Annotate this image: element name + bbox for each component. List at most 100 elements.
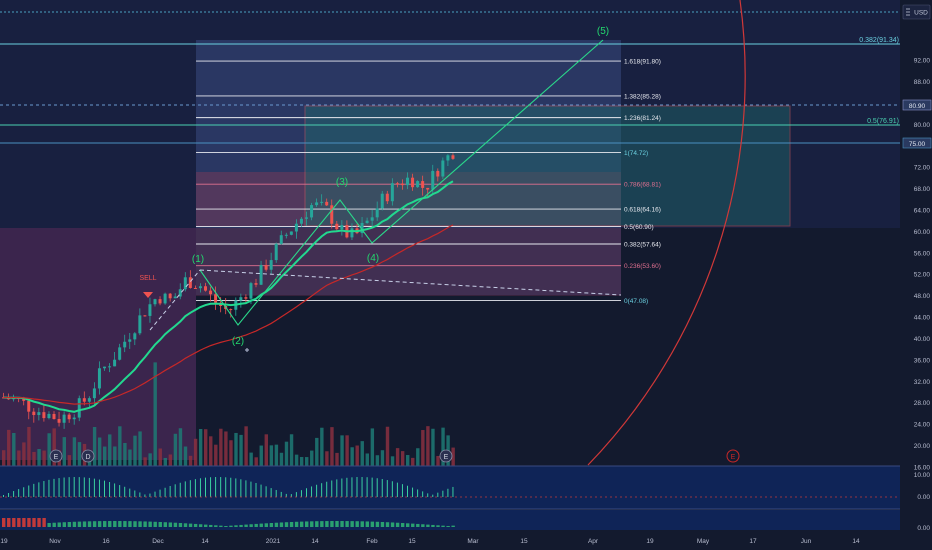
candle-body [22,398,26,401]
dividend-marker[interactable]: D [81,449,95,463]
oscillator-2-bar [254,523,258,527]
target-box [304,105,791,227]
candle-body [128,339,132,342]
oscillator-2-bar [360,521,364,527]
volume-bar [214,444,218,466]
volume-bar [284,441,289,466]
time-tick-label: 2021 [266,538,281,545]
candle-body [153,299,157,305]
candle-body [395,183,399,185]
candle-body [37,412,41,416]
oscillator-2-bar [284,522,289,527]
wave-label-5: (5) [597,26,609,37]
svg-text:USD: USD [914,10,928,17]
volume-bar [72,437,77,466]
oscillator-2-bar [42,518,46,527]
oscillator-2-bar [451,525,455,527]
oscillator-2-bar [390,522,395,527]
volume-bar [193,438,198,466]
volume-bar [294,454,299,466]
volume-bar [204,429,208,466]
volume-bar [138,431,142,466]
fib-level-label: 1.236(81.24) [624,115,661,122]
volume-bar [416,448,420,466]
volume-bar [355,445,359,466]
oscillator-2-bar [239,524,243,527]
volume-bar [17,450,21,466]
oscillator-2-bar [138,521,142,527]
candle-body [82,398,86,402]
currency-selector[interactable]: USD [902,4,931,20]
time-tick-label: Feb [366,538,378,545]
volume-bar [219,428,223,466]
candle-body [426,187,430,190]
oscillator-2-bar [335,521,339,527]
volume-bar [380,450,385,466]
panel-tick: 10.00 0.00 0.00 [914,472,931,532]
oscillator-2-bar [229,525,233,527]
earnings-marker[interactable]: E [49,449,63,463]
oscillator-2-bar [193,523,198,527]
svg-text:80.90: 80.90 [909,103,926,110]
candle-body [32,411,36,416]
fib-level-label: 1(74.72) [624,150,648,157]
candle-body [62,414,66,423]
candle-body [27,400,31,412]
volume-bar [173,433,178,466]
fib-right-05: 0.5(76.91) [867,118,899,125]
oscillator-2-bar [355,521,359,527]
candle-body [279,235,283,244]
candle-body [97,368,101,389]
volume-bar [47,433,51,466]
oscillator-2-bar [340,521,344,527]
candle-body [411,177,415,188]
oscillator-2-bar [77,521,82,527]
oscillator-2-bar [123,521,127,527]
volume-bar [299,456,304,466]
volume-bar [128,449,132,466]
volume-bar [67,455,72,466]
volume-bar [198,429,203,466]
volume-bar [244,426,248,466]
fib-level-label: 1.618(91.80) [624,59,661,66]
volume-bar [350,447,354,466]
candle-body [325,201,329,206]
cycle-arc [587,0,746,466]
oscillator-2-bar [289,521,294,527]
time-tick-label: 14 [311,538,319,545]
volume-bar [153,362,157,466]
volume-bar [52,428,56,466]
fib-level-label: 0.786(68.81) [624,182,661,189]
price-tick-label: 64.00 [914,207,931,214]
oscillator-2-bar [22,518,26,527]
oscillator-2-bar [274,522,279,527]
sell-label: SELL [139,275,156,282]
price-axis-bg [900,0,932,550]
oscillator-2-bar [87,521,92,527]
earnings-marker-future[interactable]: E [726,449,740,463]
volume-bar [183,446,188,466]
candle-body [239,297,243,301]
volume-bar [209,436,213,466]
oscillator-2-bar [441,525,445,527]
volume-bar [335,452,339,466]
candle-body [198,286,202,289]
candle-body [47,413,51,419]
candle-body [310,205,314,218]
volume-bar [370,428,375,466]
current-price-badge: 75.00 [902,137,932,149]
volume-bar [426,426,430,466]
candle-body [375,208,379,218]
time-tick-label: Dec [152,538,164,545]
oscillator-2-bar [320,521,324,527]
volume-bar [148,453,152,466]
time-tick-label: 17 [749,538,757,545]
price-tick-label: 52.00 [914,272,931,279]
oscillator-2-bar [325,521,329,527]
time-axis[interactable]: 19 Nov 16 Dec 14 2021 14 Feb 15 Mar 15 Apr 19 May 17 Ju… [0,538,860,545]
oscillator-2-bar [294,521,299,527]
oscillator-2-bar [370,521,375,527]
oscillator-2-bar [431,524,435,527]
earnings-marker[interactable]: E [439,449,453,463]
